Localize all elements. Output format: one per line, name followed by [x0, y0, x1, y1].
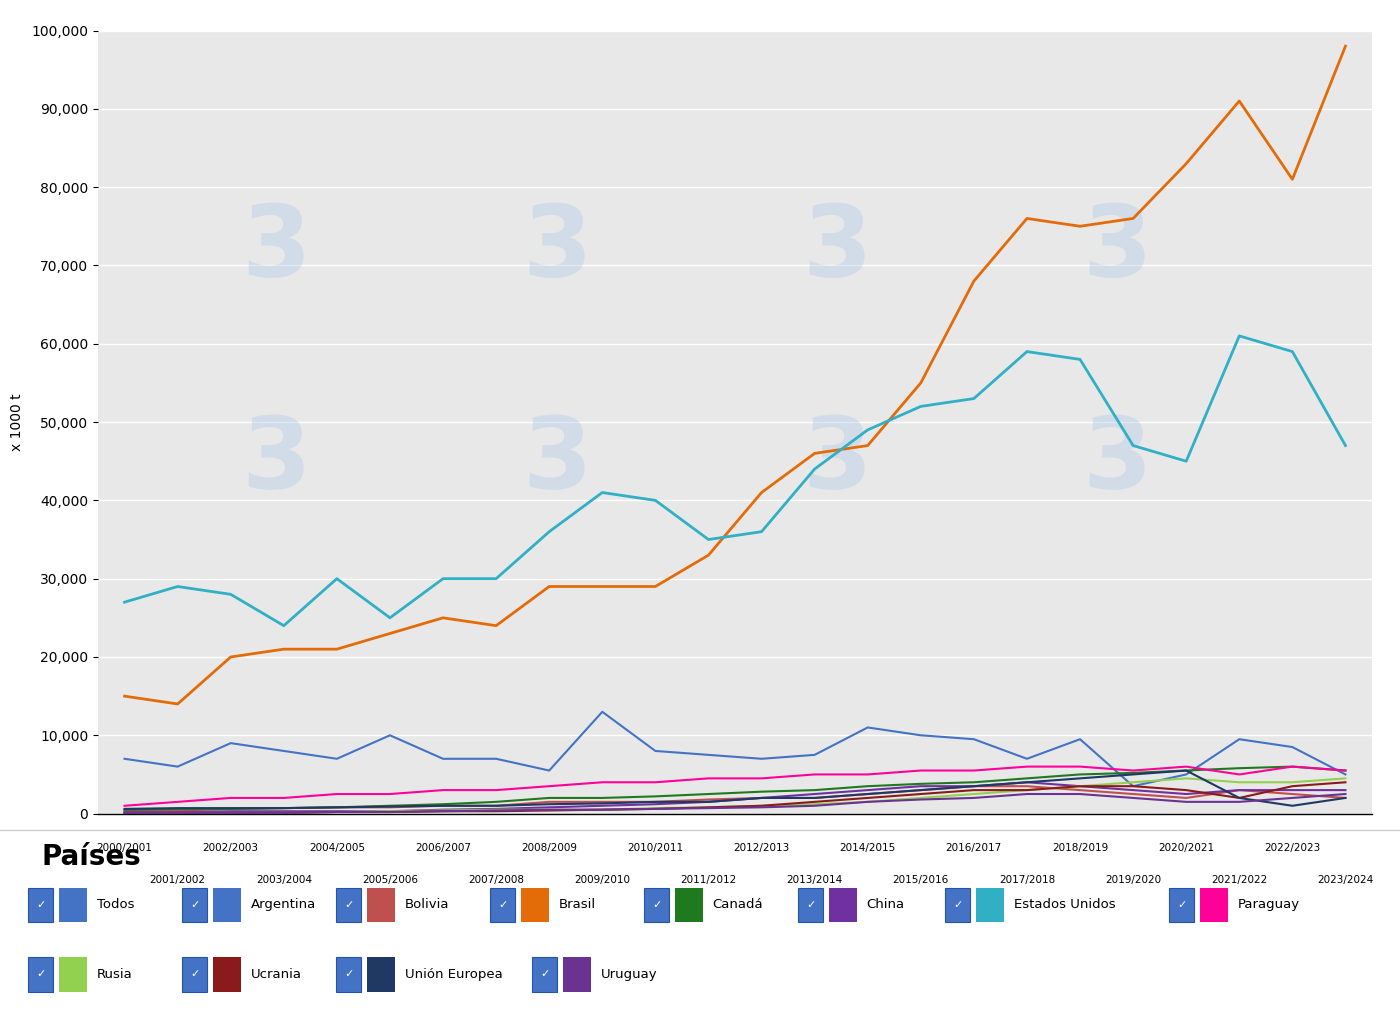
Text: 2018/2019: 2018/2019: [1051, 843, 1109, 853]
FancyBboxPatch shape: [213, 957, 241, 992]
Text: 2007/2008: 2007/2008: [468, 875, 524, 885]
Text: 2014/2015: 2014/2015: [840, 843, 896, 853]
Text: Ucrania: Ucrania: [251, 968, 301, 981]
FancyBboxPatch shape: [367, 957, 395, 992]
Text: 3: 3: [1082, 201, 1152, 298]
FancyBboxPatch shape: [367, 888, 395, 922]
FancyBboxPatch shape: [675, 888, 703, 922]
Text: 2010/2011: 2010/2011: [627, 843, 683, 853]
Text: 2002/2003: 2002/2003: [203, 843, 259, 853]
FancyBboxPatch shape: [829, 888, 857, 922]
FancyBboxPatch shape: [182, 888, 207, 922]
Text: 2017/2018: 2017/2018: [998, 875, 1056, 885]
Text: 2003/2004: 2003/2004: [256, 875, 312, 885]
FancyBboxPatch shape: [213, 888, 241, 922]
Text: Uruguay: Uruguay: [601, 968, 657, 981]
FancyBboxPatch shape: [59, 888, 87, 922]
Text: 3: 3: [242, 413, 311, 510]
FancyBboxPatch shape: [59, 957, 87, 992]
FancyBboxPatch shape: [28, 957, 53, 992]
Text: 3: 3: [242, 201, 311, 298]
FancyBboxPatch shape: [976, 888, 1004, 922]
Text: 2006/2007: 2006/2007: [414, 843, 470, 853]
Text: 2023/2024: 2023/2024: [1317, 875, 1373, 885]
Text: 3: 3: [522, 413, 591, 510]
Text: ✓: ✓: [190, 900, 199, 910]
Text: 2016/2017: 2016/2017: [946, 843, 1002, 853]
Text: ✓: ✓: [36, 900, 45, 910]
Text: Unión Europea: Unión Europea: [405, 968, 503, 981]
Text: ✓: ✓: [953, 900, 962, 910]
Text: Bolivia: Bolivia: [405, 898, 449, 911]
Text: 2021/2022: 2021/2022: [1211, 875, 1267, 885]
Text: Estados Unidos: Estados Unidos: [1014, 898, 1116, 911]
Text: 3: 3: [802, 413, 872, 510]
Text: Argentina: Argentina: [251, 898, 316, 911]
Text: 2011/2012: 2011/2012: [680, 875, 736, 885]
Text: ✓: ✓: [540, 969, 549, 979]
Text: 2009/2010: 2009/2010: [574, 875, 630, 885]
Text: ✓: ✓: [344, 900, 353, 910]
FancyBboxPatch shape: [563, 957, 591, 992]
FancyBboxPatch shape: [532, 957, 557, 992]
Text: 3: 3: [1082, 413, 1152, 510]
FancyBboxPatch shape: [336, 888, 361, 922]
FancyBboxPatch shape: [336, 957, 361, 992]
Text: 2013/2014: 2013/2014: [787, 875, 843, 885]
Text: Canadá: Canadá: [713, 898, 763, 911]
Text: ✓: ✓: [344, 969, 353, 979]
FancyBboxPatch shape: [644, 888, 669, 922]
Text: 3: 3: [522, 201, 591, 298]
Text: 2019/2020: 2019/2020: [1105, 875, 1161, 885]
Text: 2004/2005: 2004/2005: [309, 843, 365, 853]
Text: Rusia: Rusia: [97, 968, 133, 981]
Text: 2001/2002: 2001/2002: [150, 875, 206, 885]
FancyBboxPatch shape: [521, 888, 549, 922]
FancyBboxPatch shape: [182, 957, 207, 992]
Text: 2012/2013: 2012/2013: [734, 843, 790, 853]
Text: 3: 3: [802, 201, 872, 298]
Text: 2022/2023: 2022/2023: [1264, 843, 1320, 853]
Text: ✓: ✓: [190, 969, 199, 979]
Text: Países: Países: [42, 843, 141, 872]
FancyBboxPatch shape: [28, 888, 53, 922]
Text: ✓: ✓: [806, 900, 815, 910]
Text: ✓: ✓: [498, 900, 507, 910]
FancyBboxPatch shape: [1200, 888, 1228, 922]
Text: Brasil: Brasil: [559, 898, 596, 911]
Text: 2015/2016: 2015/2016: [893, 875, 949, 885]
FancyBboxPatch shape: [490, 888, 515, 922]
Y-axis label: x 1000 t: x 1000 t: [10, 394, 24, 451]
FancyBboxPatch shape: [798, 888, 823, 922]
Text: Paraguay: Paraguay: [1238, 898, 1299, 911]
Text: 2000/2001: 2000/2001: [97, 843, 153, 853]
Text: ✓: ✓: [1177, 900, 1186, 910]
Text: Todos: Todos: [97, 898, 134, 911]
Text: ✓: ✓: [36, 969, 45, 979]
Text: 2020/2021: 2020/2021: [1158, 843, 1214, 853]
Text: 2005/2006: 2005/2006: [363, 875, 419, 885]
FancyBboxPatch shape: [945, 888, 970, 922]
Text: 2008/2009: 2008/2009: [521, 843, 577, 853]
FancyBboxPatch shape: [1169, 888, 1194, 922]
Text: ✓: ✓: [652, 900, 661, 910]
Text: China: China: [867, 898, 904, 911]
